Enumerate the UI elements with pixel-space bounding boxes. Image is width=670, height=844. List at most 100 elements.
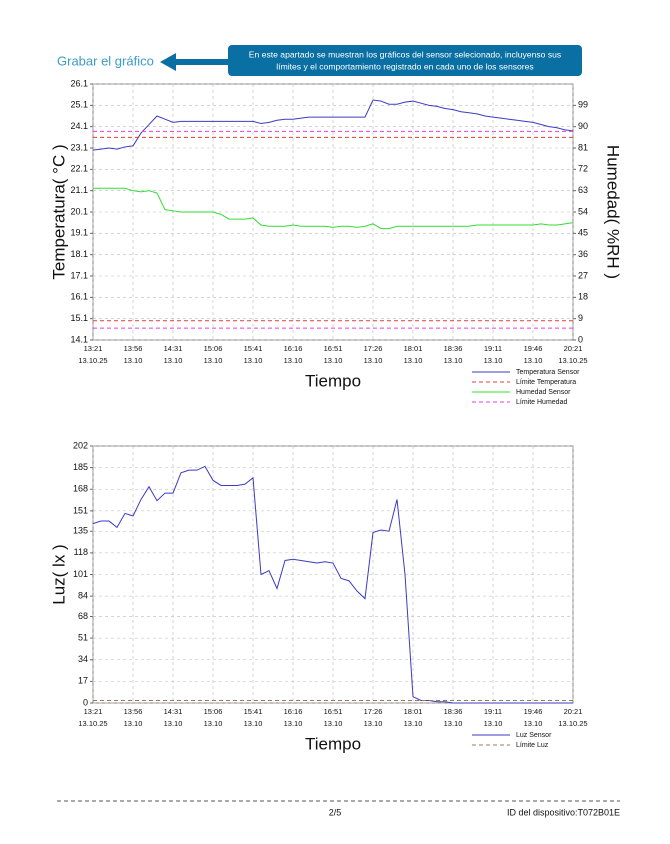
y-tick-label: 21.1 bbox=[70, 185, 88, 195]
x-tick-date: 13.10 bbox=[324, 356, 343, 365]
y-tick-label: 15.1 bbox=[70, 313, 88, 323]
x-tick-date: 13.10 bbox=[244, 356, 263, 365]
x-tick-label: 15:06 bbox=[204, 707, 223, 716]
legend-label: Temperatura Sensor bbox=[516, 369, 580, 376]
x-tick-date: 13.10 bbox=[364, 356, 383, 365]
x-tick-date: 13.10 bbox=[244, 719, 263, 728]
series-line bbox=[93, 187, 574, 230]
x-tick-label: 19:46 bbox=[524, 344, 543, 353]
y-tick-label: 0 bbox=[83, 697, 88, 707]
y2-tick-label: 99 bbox=[578, 100, 588, 110]
y-axis-title: Luz( lx ) bbox=[49, 544, 68, 604]
x-tick-label: 15:41 bbox=[244, 344, 263, 353]
y-tick-label: 14.1 bbox=[70, 334, 88, 344]
y2-tick-label: 0 bbox=[578, 334, 583, 344]
x-tick-label: 13:21 bbox=[84, 344, 103, 353]
x-tick-date: 13.10 bbox=[364, 719, 383, 728]
y-tick-label: 22.1 bbox=[70, 164, 88, 174]
y-tick-label: 101 bbox=[73, 569, 88, 579]
x-tick-label: 16:51 bbox=[324, 344, 343, 353]
x-tick-label: 18:36 bbox=[444, 344, 463, 353]
y2-tick-label: 9 bbox=[578, 313, 583, 323]
y-tick-label: 151 bbox=[73, 505, 88, 515]
x-tick-date: 13.10 bbox=[484, 356, 503, 365]
x-tick-date: 13.10.25 bbox=[558, 719, 587, 728]
x-tick-label: 13:56 bbox=[124, 344, 143, 353]
x-tick-date: 13.10 bbox=[204, 719, 223, 728]
x-tick-label: 18:01 bbox=[404, 344, 423, 353]
y-tick-label: 16.1 bbox=[70, 292, 88, 302]
x-axis-title: Tiempo bbox=[305, 371, 361, 390]
x-tick-date: 13.10 bbox=[124, 719, 143, 728]
y2-tick-label: 63 bbox=[578, 185, 588, 195]
y-tick-label: 34 bbox=[78, 654, 88, 664]
y-tick-label: 26.1 bbox=[70, 78, 88, 88]
y2-tick-label: 54 bbox=[578, 206, 588, 216]
series-line bbox=[92, 465, 573, 704]
y-tick-label: 17 bbox=[78, 676, 88, 686]
y-tick-label: 24.1 bbox=[70, 121, 88, 131]
y-tick-label: 168 bbox=[73, 484, 88, 494]
y-tick-label: 19.1 bbox=[70, 228, 88, 238]
y-tick-label: 68 bbox=[78, 611, 88, 621]
x-tick-date: 13.10.25 bbox=[78, 356, 107, 365]
x-tick-date: 13.10 bbox=[444, 719, 463, 728]
x-tick-date: 13.10 bbox=[484, 719, 503, 728]
arrow bbox=[160, 53, 232, 71]
x-tick-label: 14:31 bbox=[164, 707, 183, 716]
page-number: 2/5 bbox=[329, 807, 342, 817]
x-tick-label: 19:11 bbox=[484, 707, 502, 716]
x-tick-date: 13.10 bbox=[164, 356, 183, 365]
y-tick-label: 25.1 bbox=[70, 100, 88, 110]
y2-tick-label: 81 bbox=[578, 142, 588, 152]
legend-label: Humedad Sensor bbox=[516, 389, 571, 396]
x-tick-label: 18:36 bbox=[444, 707, 463, 716]
x-tick-label: 19:46 bbox=[524, 707, 543, 716]
x-tick-label: 14:31 bbox=[164, 344, 183, 353]
x-tick-label: 15:06 bbox=[204, 344, 223, 353]
y2-tick-label: 18 bbox=[578, 292, 588, 302]
device-id: ID del dispositivo:T072B01E bbox=[507, 807, 620, 817]
x-tick-label: 17:26 bbox=[364, 344, 383, 353]
y-axis-title: Temperatura( °C ) bbox=[49, 144, 68, 279]
y2-axis-title: Humedad( %RH ) bbox=[604, 145, 623, 279]
x-tick-date: 13.10 bbox=[444, 356, 463, 365]
legend-label: Luz Sensor bbox=[516, 732, 552, 739]
x-tick-date: 13.10 bbox=[404, 356, 423, 365]
y-tick-label: 118 bbox=[74, 547, 88, 557]
x-tick-label: 16:51 bbox=[324, 707, 343, 716]
x-tick-label: 18:01 bbox=[404, 707, 423, 716]
x-tick-date: 13.10.25 bbox=[558, 356, 587, 365]
y2-tick-label: 72 bbox=[578, 164, 588, 174]
x-tick-label: 13:56 bbox=[124, 707, 143, 716]
x-tick-date: 13.10 bbox=[524, 719, 543, 728]
record-chart-button[interactable]: Grabar el gráfico bbox=[57, 53, 154, 68]
x-tick-label: 16:16 bbox=[284, 707, 303, 716]
y2-tick-label: 45 bbox=[578, 228, 588, 238]
y-tick-label: 17.1 bbox=[70, 270, 88, 280]
x-tick-date: 13.10 bbox=[524, 356, 543, 365]
x-tick-label: 19:11 bbox=[484, 344, 502, 353]
y-tick-label: 185 bbox=[73, 462, 88, 472]
y-tick-label: 51 bbox=[78, 632, 88, 642]
x-tick-label: 20:21 bbox=[564, 707, 583, 716]
callout-text: límites y el comportamiento registrado e… bbox=[276, 61, 533, 71]
x-tick-label: 13:21 bbox=[84, 707, 103, 716]
y-tick-label: 84 bbox=[78, 591, 88, 601]
y2-tick-label: 36 bbox=[578, 249, 588, 259]
y-tick-label: 23.1 bbox=[70, 142, 88, 152]
x-tick-date: 13.10 bbox=[164, 719, 183, 728]
x-tick-label: 17:26 bbox=[364, 707, 383, 716]
legend-label: Límite Temperatura bbox=[516, 379, 576, 386]
y2-tick-label: 90 bbox=[578, 121, 588, 131]
y-tick-label: 20.1 bbox=[70, 206, 88, 216]
legend-label: Límite Humedad bbox=[516, 399, 567, 406]
x-tick-date: 13.10 bbox=[284, 719, 303, 728]
y2-tick-label: 27 bbox=[578, 270, 588, 280]
legend-label: Límite Luz bbox=[516, 742, 549, 749]
callout-box bbox=[228, 45, 582, 76]
x-tick-date: 13.10 bbox=[404, 719, 423, 728]
callout-text: En este apartado se muestran los gráfico… bbox=[249, 49, 561, 59]
x-tick-date: 13.10 bbox=[284, 356, 303, 365]
